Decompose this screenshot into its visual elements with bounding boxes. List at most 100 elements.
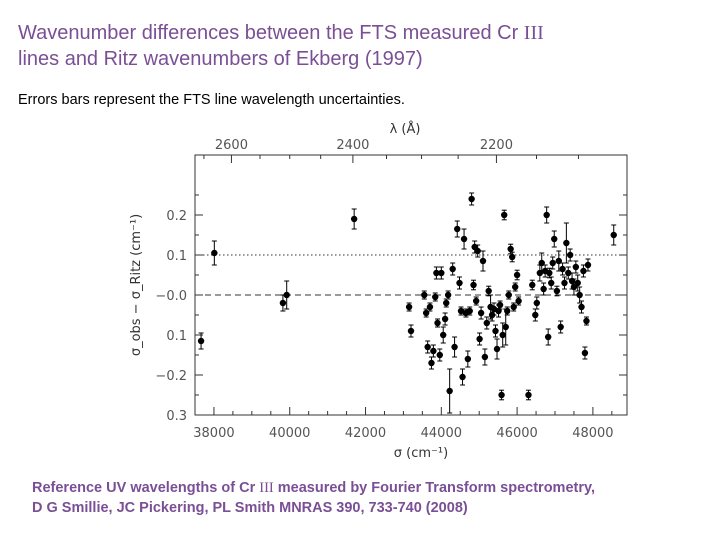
data-point bbox=[584, 261, 592, 269]
data-point bbox=[440, 331, 447, 339]
reference-line2: D G Smillie, JC Pickering, PL Smith MNRA… bbox=[32, 500, 468, 516]
data-point bbox=[481, 353, 489, 361]
reference-line1-prefix: Reference UV wavelengths of Cr bbox=[32, 480, 260, 496]
data-point bbox=[350, 215, 358, 223]
data-point bbox=[479, 257, 487, 265]
data-point bbox=[513, 271, 521, 279]
data-point bbox=[424, 343, 431, 351]
data-point bbox=[493, 345, 501, 353]
data-point bbox=[426, 303, 434, 311]
data-point bbox=[279, 299, 287, 307]
data-point bbox=[468, 195, 475, 203]
data-point bbox=[508, 253, 516, 261]
data-point bbox=[405, 303, 413, 311]
data-point bbox=[444, 291, 452, 299]
x-axis-label: σ (cm⁻¹) bbox=[394, 446, 448, 461]
title-line2: lines and Ritz wavenumbers of Ekberg (19… bbox=[18, 48, 423, 70]
data-point bbox=[407, 327, 415, 335]
data-point bbox=[211, 249, 218, 257]
subtitle: Errors bars represent the FTS line wavel… bbox=[18, 92, 405, 108]
data-point bbox=[515, 297, 522, 305]
reference-citation: Reference UV wavelengths of Cr III measu… bbox=[32, 478, 712, 518]
data-point bbox=[561, 279, 568, 287]
data-point bbox=[459, 373, 466, 381]
data-point bbox=[499, 331, 506, 339]
data-point bbox=[477, 309, 485, 317]
data-point bbox=[492, 327, 499, 335]
data-point bbox=[496, 301, 504, 309]
data-point bbox=[438, 269, 445, 277]
data-point bbox=[433, 269, 440, 277]
data-point bbox=[197, 337, 205, 345]
data-point bbox=[434, 319, 441, 327]
data-point bbox=[553, 287, 561, 295]
x-tick-label: 40000 bbox=[269, 426, 310, 441]
data-point bbox=[436, 351, 443, 359]
data-point bbox=[464, 355, 472, 363]
data-point bbox=[529, 281, 536, 289]
y-tick-label: 0.1 bbox=[166, 249, 187, 264]
data-point bbox=[566, 251, 574, 259]
x-tick-label: 48000 bbox=[572, 426, 613, 441]
data-point bbox=[532, 311, 539, 319]
data-point bbox=[578, 303, 585, 311]
data-point bbox=[557, 323, 564, 331]
y-tick-label: 0.1 bbox=[166, 329, 187, 344]
data-point bbox=[421, 291, 428, 299]
data-point bbox=[457, 307, 465, 315]
data-point bbox=[432, 293, 439, 301]
data-point bbox=[533, 299, 541, 307]
data-point bbox=[574, 279, 581, 287]
data-point bbox=[572, 263, 580, 271]
data-point bbox=[446, 387, 453, 395]
data-point bbox=[443, 299, 450, 307]
data-point bbox=[543, 211, 550, 219]
data-point bbox=[502, 323, 509, 331]
data-point bbox=[540, 285, 547, 293]
top-tick-label: 2400 bbox=[336, 138, 369, 153]
data-point bbox=[449, 265, 456, 273]
page-title: Wavenumber differences between the FTS m… bbox=[18, 20, 708, 72]
data-point bbox=[470, 281, 477, 289]
y-tick-label: −0.0 bbox=[155, 289, 187, 304]
data-point bbox=[583, 317, 590, 325]
data-point bbox=[460, 235, 468, 243]
data-point bbox=[428, 359, 435, 367]
y-tick-label: 0.3 bbox=[166, 409, 187, 424]
title-roman-numeral: III bbox=[523, 22, 544, 44]
y-axis-label: σ_obs − σ_Ritz (cm⁻¹) bbox=[129, 214, 144, 356]
data-point bbox=[544, 333, 552, 341]
top-tick-label: 2200 bbox=[480, 138, 513, 153]
data-point bbox=[505, 291, 512, 299]
data-point bbox=[474, 247, 481, 255]
data-point bbox=[466, 307, 473, 315]
x-tick-label: 44000 bbox=[421, 426, 462, 441]
data-point bbox=[576, 291, 583, 299]
data-point bbox=[610, 231, 617, 239]
y-tick-label: 0.2 bbox=[166, 209, 187, 224]
title-line1-prefix: Wavenumber differences between the FTS m… bbox=[18, 22, 524, 44]
data-point bbox=[501, 211, 508, 219]
data-point bbox=[580, 267, 587, 275]
y-tick-label: −0.2 bbox=[155, 369, 187, 384]
data-point bbox=[546, 269, 553, 277]
plot-frame bbox=[194, 154, 628, 416]
data-point bbox=[559, 265, 566, 273]
data-point bbox=[476, 335, 483, 343]
data-point bbox=[441, 315, 449, 323]
data-point bbox=[454, 225, 461, 233]
top-axis-label: λ (Å) bbox=[390, 121, 421, 137]
data-point bbox=[483, 319, 490, 327]
data-point bbox=[549, 259, 556, 267]
x-tick-label: 38000 bbox=[193, 426, 234, 441]
data-point bbox=[283, 291, 290, 299]
top-tick-label: 2600 bbox=[215, 138, 248, 153]
data-point bbox=[551, 235, 558, 243]
reference-line1-suffix: measured by Fourier Transform spectromet… bbox=[273, 480, 596, 496]
data-point bbox=[563, 239, 570, 247]
data-point bbox=[504, 307, 511, 315]
x-tick-label: 42000 bbox=[345, 426, 386, 441]
reference-roman-numeral: III bbox=[259, 480, 274, 496]
data-point bbox=[472, 297, 480, 305]
